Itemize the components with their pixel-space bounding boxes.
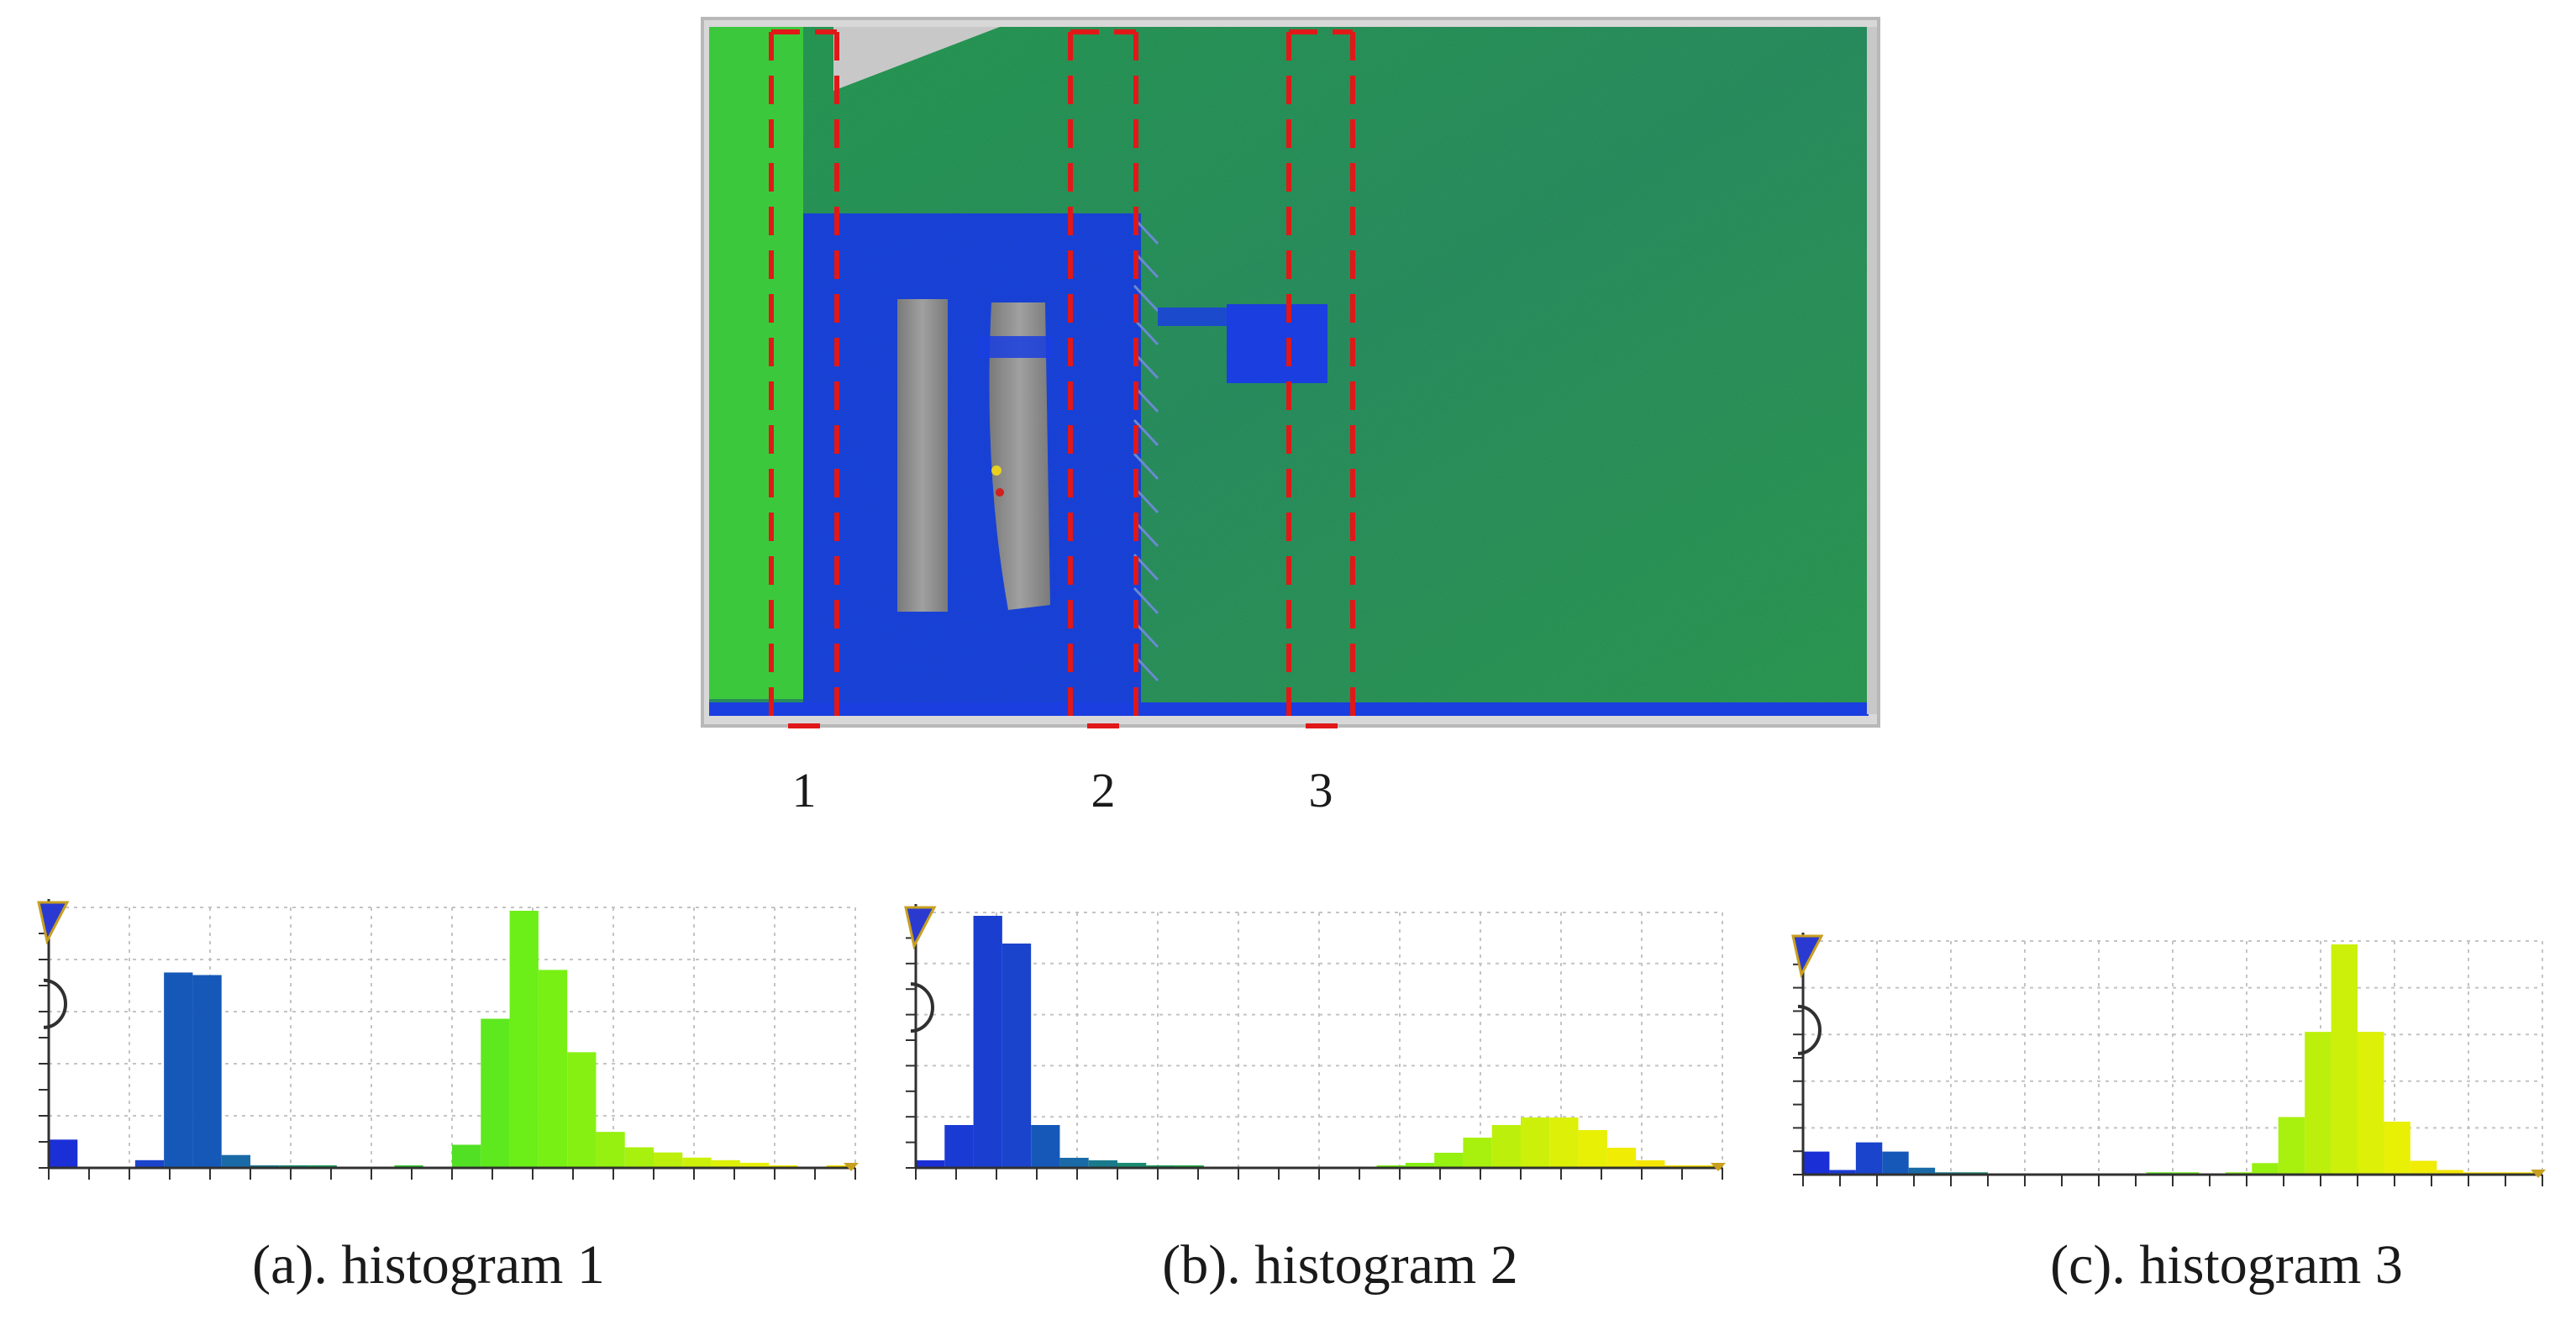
door-handle-point (991, 465, 1001, 476)
histogram-bar (164, 972, 193, 1168)
histogram-bar (944, 1125, 974, 1168)
histogram-bar (1578, 1130, 1607, 1168)
histogram-bar (509, 911, 539, 1168)
histogram-bar (250, 1165, 280, 1168)
histogram-bar (596, 1132, 625, 1168)
histogram-bar (1829, 1170, 1856, 1175)
histogram-bar (654, 1152, 683, 1168)
histogram-bar (134, 1159, 165, 1168)
door-handle-point-2 (996, 488, 1004, 497)
histogram-bar (452, 1144, 481, 1168)
strip-label-2: 2 (1091, 763, 1116, 818)
strip-label-3: 3 (1309, 763, 1333, 818)
ceiling-wedge (833, 27, 1000, 91)
histogram-bar (2384, 1121, 2410, 1175)
histogram-bar (221, 1154, 250, 1168)
range-marker-icon[interactable] (904, 906, 937, 950)
histogram-bar (538, 970, 568, 1168)
strip-markers-top (771, 29, 1353, 728)
caption-histogram-2: (b). histogram 2 (1162, 1234, 1517, 1296)
histogram-bar (1521, 1117, 1550, 1168)
histogram-bar (1606, 1148, 1637, 1168)
histogram-3 (1791, 933, 2546, 1186)
histogram-bar (826, 1165, 855, 1168)
histogram-bar (1059, 1158, 1089, 1168)
histogram-bar (1549, 1117, 1579, 1168)
histogram-2 (904, 904, 1726, 1180)
range-end-marker-icon (844, 1163, 859, 1171)
range-marker-icon[interactable] (1791, 934, 1824, 979)
histogram-bar (2252, 1163, 2279, 1175)
histogram-bar (1001, 944, 1032, 1168)
range-marker-icon[interactable] (37, 901, 70, 945)
range-end-marker-icon (1711, 1163, 1726, 1171)
histogram-bar (1405, 1163, 1435, 1168)
histogram-bar (1463, 1138, 1492, 1168)
histogram-bar (769, 1165, 798, 1168)
histogram-bar (624, 1147, 654, 1168)
histogram-bar (2358, 1032, 2384, 1175)
strip-markers (769, 32, 1355, 723)
histogram-bar (1803, 1151, 1830, 1175)
door-window-right (989, 302, 1050, 610)
caption-histogram-3: (c). histogram 3 (2050, 1234, 2403, 1296)
scan-right-edge (1867, 27, 1877, 714)
caption-histogram-1: (a). histogram 1 (252, 1234, 605, 1296)
histogram-bar (1434, 1153, 1464, 1168)
range-handle-icon[interactable] (1797, 1004, 1822, 1055)
histogram-bar (1117, 1163, 1147, 1168)
histogram-bar (2278, 1117, 2305, 1175)
door-texture (803, 213, 1141, 714)
door-handle-blob (978, 336, 1054, 358)
histogram-bar (2331, 944, 2358, 1175)
range-handle-icon[interactable] (910, 982, 934, 1033)
histogram-bar (1882, 1151, 1909, 1175)
histogram-bar (916, 1160, 945, 1168)
histogram-bar (1855, 1142, 1883, 1175)
histogram-bar (308, 1165, 337, 1168)
point-cloud-scan: 1 2 3 (701, 17, 1880, 818)
wall-fixture-arm (1158, 308, 1228, 326)
wall-fixture (1227, 304, 1327, 383)
histogram-bar (973, 916, 1002, 1168)
door-window-left (897, 299, 948, 612)
strip-label-1: 1 (792, 763, 817, 818)
histogram-bar (2437, 1170, 2463, 1175)
histogram-bar (481, 1018, 510, 1168)
histogram-bar (711, 1159, 740, 1168)
histogram-bar (1491, 1125, 1521, 1168)
histogram-bar (2410, 1160, 2437, 1175)
histogram-1 (37, 899, 859, 1180)
histogram-bar (2305, 1032, 2332, 1175)
range-handle-icon[interactable] (43, 978, 67, 1029)
histogram-bar (1088, 1160, 1117, 1168)
histogram-bar (567, 1052, 597, 1168)
histogram-bar (1908, 1167, 1936, 1175)
range-end-marker-icon (2531, 1170, 2546, 1178)
histogram-bar (49, 1139, 78, 1168)
histogram-bar (279, 1165, 308, 1168)
histogram-bar (739, 1162, 770, 1168)
histogram-bar (1636, 1160, 1665, 1168)
histogram-bar (192, 975, 222, 1168)
histogram-bar (394, 1165, 423, 1168)
wall-left-column (709, 27, 803, 699)
histogram-bar (1031, 1125, 1060, 1168)
histogram-bar (682, 1157, 712, 1168)
